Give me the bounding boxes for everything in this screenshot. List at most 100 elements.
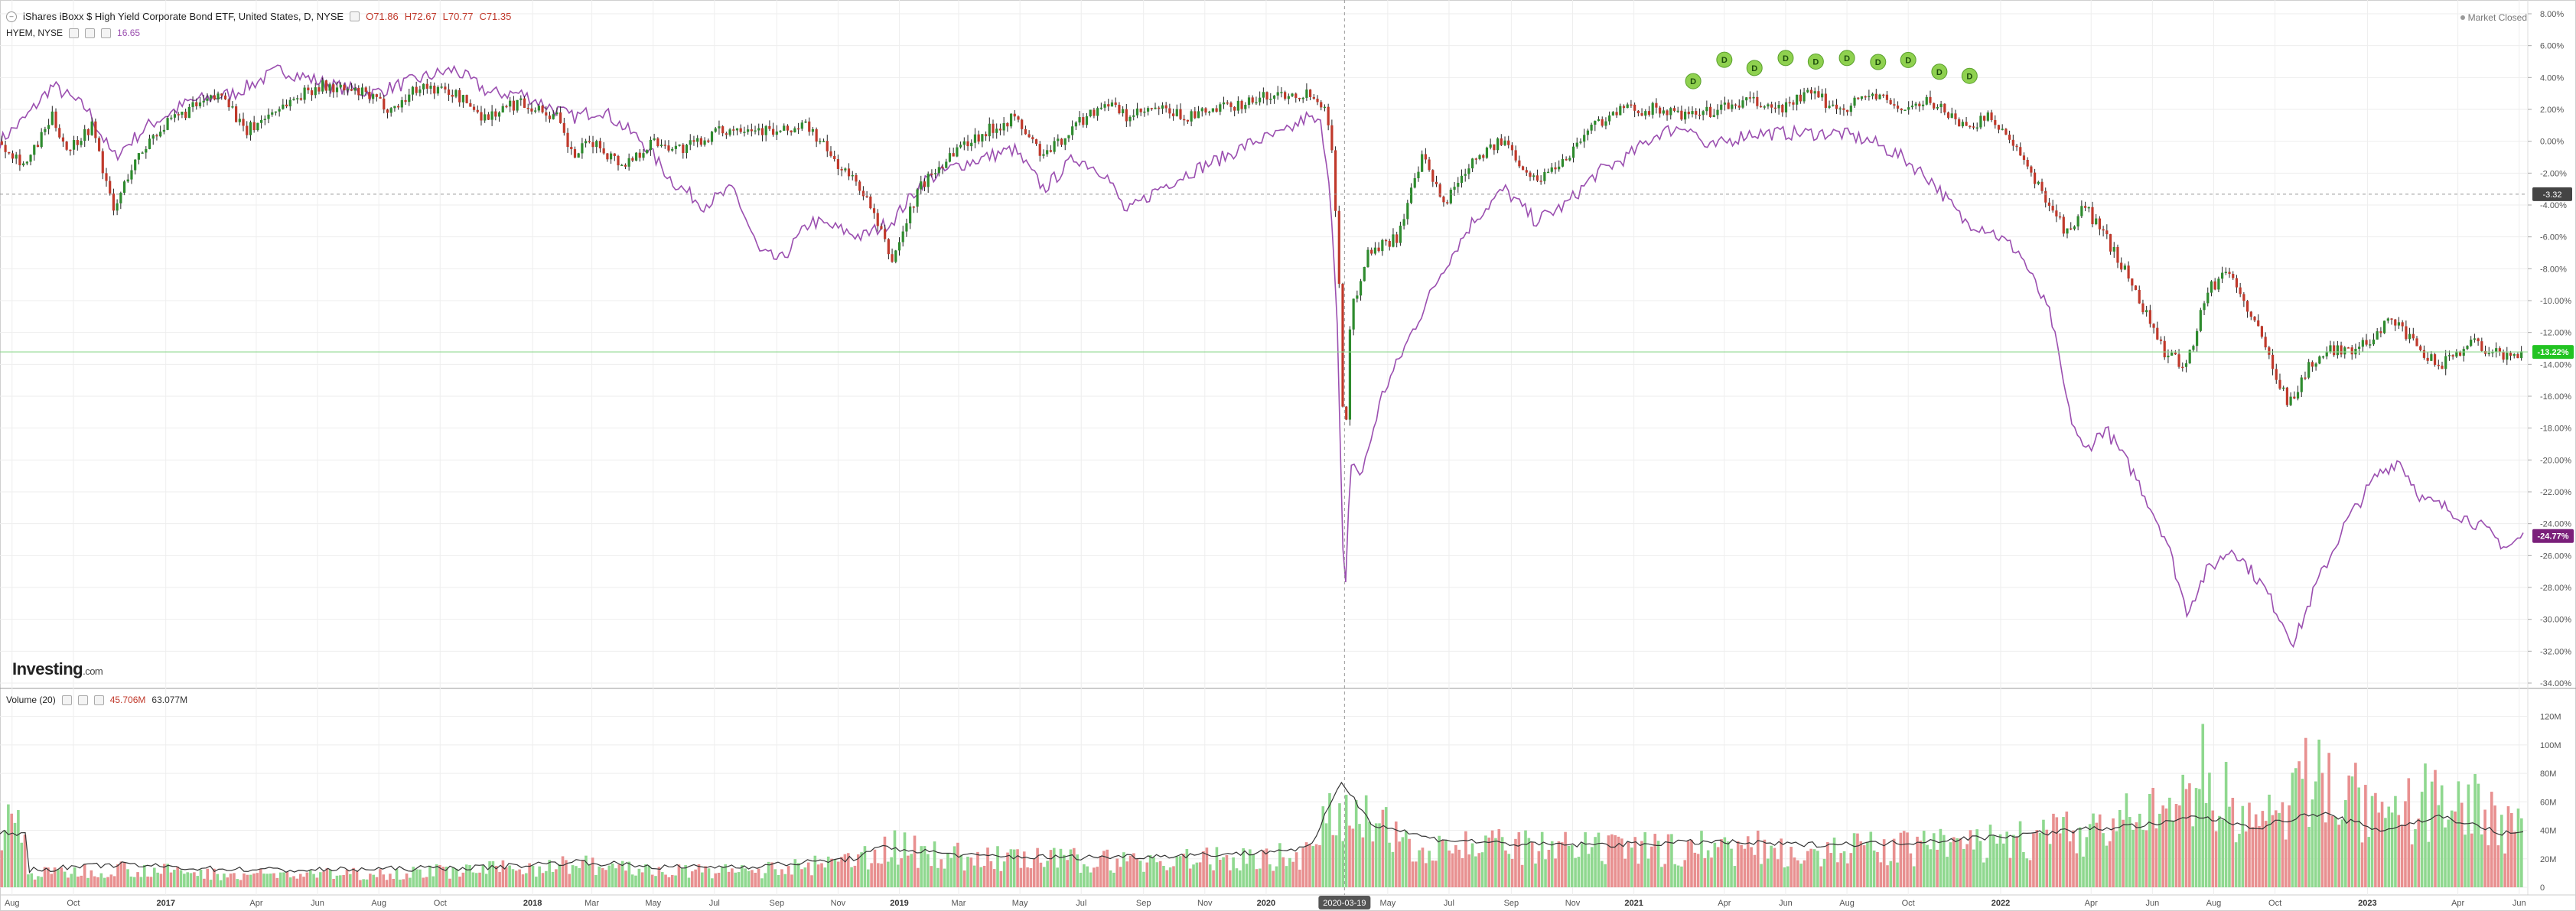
candle-body xyxy=(2358,347,2361,350)
hyg-candle xyxy=(2131,278,2134,291)
candle-body xyxy=(198,102,202,106)
candle-body xyxy=(2044,190,2047,203)
volume-bar xyxy=(1700,831,1703,887)
volume-bar xyxy=(1876,851,1879,887)
volume-bar xyxy=(1780,838,1783,887)
candle-body xyxy=(458,89,461,102)
volume-bar xyxy=(508,865,511,887)
volume-settings-button[interactable] xyxy=(77,695,88,705)
volume-bar xyxy=(969,857,973,887)
dividend-marker[interactable]: D xyxy=(1961,67,1978,84)
hyg-candle xyxy=(912,206,915,213)
volume-bar xyxy=(594,874,598,887)
hyg-candle xyxy=(992,119,995,138)
candle-body xyxy=(710,132,714,142)
collapse-legend-button[interactable]: – xyxy=(6,11,17,22)
volume-bar xyxy=(1235,868,1239,887)
hyg-candle xyxy=(725,132,728,139)
candle-body xyxy=(2073,226,2076,229)
compare-remove-button[interactable] xyxy=(101,28,112,38)
dividend-marker[interactable]: D xyxy=(1746,60,1763,76)
volume-bar xyxy=(2437,805,2441,887)
volume-bar xyxy=(1776,859,1780,887)
volume-bar xyxy=(186,872,189,887)
volume-bar xyxy=(2078,827,2082,887)
x-tick-label: Jun xyxy=(1779,899,1793,908)
hyg-candle xyxy=(1099,102,1102,110)
volume-visibility-button[interactable] xyxy=(61,695,72,705)
hyg-candle xyxy=(775,125,778,141)
candle-body xyxy=(425,83,428,89)
volume-bar xyxy=(860,852,863,887)
hyg-candle xyxy=(50,106,54,125)
volume-bar xyxy=(1604,864,1607,887)
candle-body xyxy=(861,190,865,197)
hyg-candle xyxy=(559,106,562,124)
dividend-marker[interactable]: D xyxy=(1716,51,1733,68)
volume-bar xyxy=(305,872,309,887)
candle-body xyxy=(624,164,627,167)
candle-body xyxy=(2011,139,2014,146)
volume-bar xyxy=(2198,789,2201,887)
compare-symbol[interactable]: HYEM, NYSE xyxy=(6,28,64,38)
volume-bar xyxy=(1932,833,1936,887)
compare-visibility-button[interactable] xyxy=(69,28,80,38)
hyg-candle xyxy=(1763,105,1766,110)
dividend-marker[interactable]: D xyxy=(1807,54,1824,70)
dividend-marker[interactable]: D xyxy=(1777,50,1794,67)
volume-bar xyxy=(863,846,867,887)
candle-body xyxy=(2171,353,2174,356)
volume-bar xyxy=(13,822,17,887)
dividend-marker[interactable]: D xyxy=(1685,73,1702,89)
volume-bar xyxy=(116,864,119,887)
hyg-candle xyxy=(288,97,291,111)
volume-bar xyxy=(754,873,757,887)
hyg-candle xyxy=(880,223,883,230)
hyg-candle xyxy=(1933,102,1936,111)
dividend-marker[interactable]: D xyxy=(1838,50,1855,67)
candle-body xyxy=(1287,96,1290,99)
candle-body xyxy=(44,129,47,132)
candle-body xyxy=(1236,100,1239,111)
hyg-candle xyxy=(263,115,266,125)
dividend-marker[interactable]: D xyxy=(1870,54,1887,70)
volume-bar xyxy=(1238,870,1242,887)
candle-body xyxy=(1748,97,1751,99)
candle-body xyxy=(826,141,829,151)
volume-bar xyxy=(820,863,823,887)
candle-body xyxy=(2066,228,2069,234)
candle-body xyxy=(2051,206,2054,211)
volume-bar xyxy=(764,873,767,887)
volume-remove-button[interactable] xyxy=(93,695,104,705)
volume-bar xyxy=(112,876,116,887)
candle-body xyxy=(332,84,335,93)
settings-toggle-button[interactable] xyxy=(350,11,360,21)
candle-body xyxy=(328,84,331,91)
volume-bar xyxy=(199,869,203,887)
volume-bar xyxy=(545,870,548,887)
volume-bar xyxy=(2258,826,2261,887)
hyg-candle xyxy=(1936,104,1939,111)
x-tick-label: Jul xyxy=(1444,899,1454,908)
volume-bar xyxy=(833,859,837,887)
volume-bar xyxy=(2102,833,2105,887)
volume-bar xyxy=(415,869,418,887)
candle-body xyxy=(1997,125,2001,130)
volume-label[interactable]: Volume (20) xyxy=(6,695,56,705)
volume-bar xyxy=(2440,785,2444,887)
volume-bar xyxy=(445,867,448,887)
dividend-marker[interactable]: D xyxy=(1931,63,1948,80)
volume-bar xyxy=(1391,851,1395,887)
dividend-marker-label: D xyxy=(1690,77,1696,86)
dividend-marker[interactable]: D xyxy=(1900,51,1917,68)
volume-bar xyxy=(2288,805,2291,887)
x-tick-label: Mar xyxy=(585,899,599,908)
dividend-marker-label: D xyxy=(1751,64,1757,73)
hyg-candle xyxy=(1424,148,1427,164)
instrument-title[interactable]: iShares iBoxx $ High Yield Corporate Bon… xyxy=(23,11,344,22)
hyg-candle xyxy=(2372,333,2376,347)
hyg-candle xyxy=(757,123,760,135)
compare-settings-button[interactable] xyxy=(85,28,96,38)
candle-body xyxy=(1049,150,1052,152)
